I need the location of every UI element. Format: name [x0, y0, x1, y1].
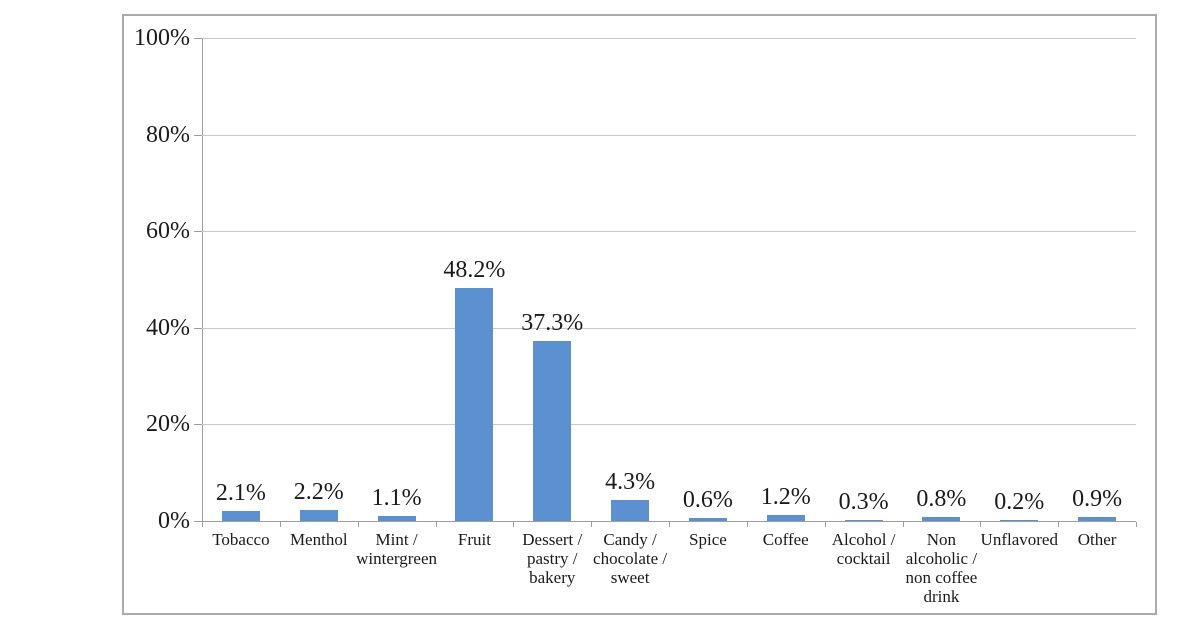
value-label-Dessert / pastry / bakery: 37.3% [521, 309, 584, 336]
value-label-Alcohol / cocktail: 0.3% [838, 488, 889, 515]
y-tick-label-100%: 100% [134, 25, 190, 51]
gridline-20% [202, 424, 1136, 426]
category-label-Spice: Spice [689, 530, 727, 549]
y-tick-label-60%: 60% [146, 218, 190, 245]
value-label-Mint / wintergreen: 1.1% [371, 484, 422, 511]
bar-Tobacco [221, 510, 260, 521]
bar-Candy / chocolate / sweet [611, 500, 650, 521]
value-label-Non alcoholic / non coffee drink: 0.8% [916, 486, 967, 513]
x-axis-tick [591, 522, 593, 527]
category-label-Mint / wintergreen: Mint / wintergreen [356, 530, 438, 568]
y-axis-tick [194, 134, 202, 136]
x-axis-tick [669, 522, 670, 527]
y-axis-tick [194, 38, 202, 39]
category-label-Tobacco: Tobacco [212, 530, 270, 549]
value-label-Unflavored: 0.2% [994, 489, 1045, 515]
value-label-Other: 0.9% [1072, 485, 1123, 512]
x-axis-tick [357, 522, 359, 527]
y-axis-tick [194, 327, 202, 329]
y-axis-line [202, 38, 203, 526]
bar-Other [1078, 516, 1117, 521]
bar-Fruit [455, 288, 494, 521]
value-label-Spice: 0.6% [682, 487, 733, 514]
y-axis-tick [194, 231, 202, 233]
x-axis-tick [1136, 522, 1137, 527]
category-label-Coffee: Coffee [762, 530, 809, 549]
category-label-Unflavored: Unflavored [980, 530, 1058, 549]
x-axis-tick [202, 522, 203, 527]
plot-area: 2.1% 2.2% 1.1% 48.2% 37.3% 4.3% 0.6% 1.2% 0.3% 0.… [194, 38, 1137, 606]
value-label-Fruit: 48.2% [443, 257, 506, 284]
x-axis-tick [513, 522, 515, 527]
category-label-Alcohol / cocktail: Alcohol / cocktail [831, 530, 896, 568]
category-label-Non alcoholic / non coffee drink: Non alcoholic / non coffee drink [905, 530, 978, 606]
y-axis-tick [194, 521, 202, 522]
gridline-100% [202, 38, 1136, 39]
gridline-60% [202, 231, 1136, 233]
category-label-Dessert / pastry / bakery: Dessert / pastry / bakery [522, 530, 583, 587]
category-label-Menthol: Menthol [289, 530, 348, 549]
category-label-Other: Other [1077, 530, 1117, 549]
value-label-Tobacco: 2.1% [215, 479, 266, 506]
x-axis-tick [279, 522, 281, 527]
category-label-Fruit: Fruit [457, 530, 491, 549]
bar-Coffee [766, 515, 805, 521]
chart-frame: 2.1% 2.2% 1.1% 48.2% 37.3% 4.3% 0.6% 1.2% 0.3% 0.… [122, 14, 1157, 615]
bar-Non alcoholic / non coffee drink [922, 517, 961, 521]
bar-Dessert / pastry / bakery [533, 340, 572, 521]
value-label-Coffee: 1.2% [760, 484, 811, 511]
bar-Menthol [299, 510, 338, 521]
bar-Unflavored [1000, 520, 1039, 521]
y-tick-label-20%: 20% [146, 411, 190, 438]
y-tick-label-0%: 0% [158, 508, 190, 534]
x-axis-tick [824, 522, 826, 527]
bar-Mint / wintergreen [377, 515, 416, 521]
x-axis-tick [902, 522, 904, 527]
gridline-80% [202, 134, 1136, 136]
y-axis-tick [194, 424, 202, 426]
bar-Alcohol / cocktail [844, 519, 883, 521]
x-axis-tick [746, 522, 748, 527]
y-tick-label-80%: 80% [146, 121, 190, 148]
x-axis-tick [435, 522, 437, 527]
value-label-Menthol: 2.2% [293, 479, 344, 506]
gridline-40% [202, 327, 1136, 329]
x-axis-tick [1058, 522, 1060, 527]
x-axis-tick [980, 522, 982, 527]
y-tick-label-40%: 40% [146, 314, 190, 341]
x-axis-line [202, 521, 1136, 522]
category-label-Candy / chocolate / sweet: Candy / chocolate / sweet [593, 530, 668, 587]
value-label-Candy / chocolate / sweet: 4.3% [605, 469, 656, 496]
bar-Spice [688, 518, 727, 521]
